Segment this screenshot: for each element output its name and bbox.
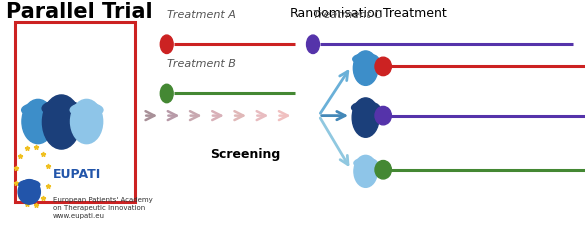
Ellipse shape [354,155,377,187]
Text: Treatment B: Treatment B [167,59,236,69]
Ellipse shape [375,106,391,125]
Circle shape [354,158,377,168]
Text: EUPATI: EUPATI [53,168,101,181]
Text: Treatment A: Treatment A [167,10,236,20]
Ellipse shape [160,35,173,53]
Text: Screening: Screening [211,148,281,161]
Text: Treatment: Treatment [384,7,447,20]
Ellipse shape [307,35,319,53]
Circle shape [19,180,40,189]
Circle shape [353,54,378,64]
Text: Treatment C: Treatment C [313,10,382,20]
Circle shape [22,103,54,117]
Bar [15,22,135,202]
Ellipse shape [375,160,391,179]
Ellipse shape [353,51,378,85]
Ellipse shape [352,98,379,137]
Text: European Patients' Academy
on Therapeutic Innovation
www.eupati.eu: European Patients' Academy on Therapeuti… [53,197,153,219]
Circle shape [352,102,380,114]
Ellipse shape [375,57,391,76]
Ellipse shape [160,84,173,103]
Ellipse shape [71,99,103,144]
Ellipse shape [22,99,54,144]
Ellipse shape [42,95,81,149]
Text: Randomisation: Randomisation [290,7,383,20]
Circle shape [70,103,103,117]
Circle shape [42,100,81,116]
Text: Parallel Trial: Parallel Trial [6,2,153,22]
Ellipse shape [18,180,40,204]
